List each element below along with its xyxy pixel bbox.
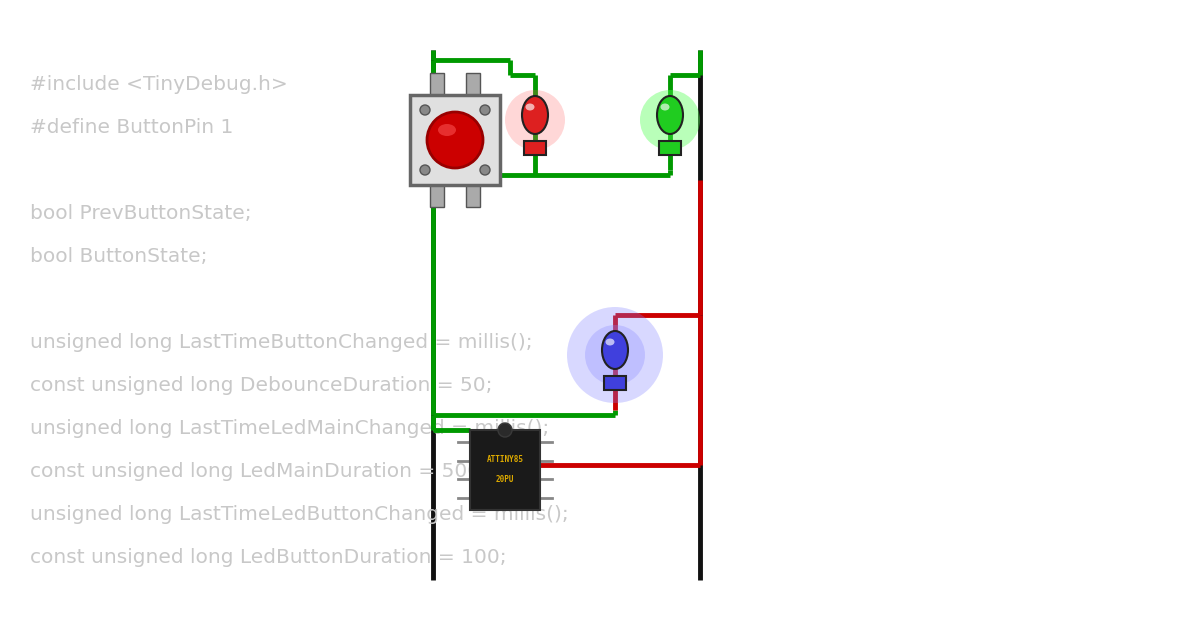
Text: unsigned long LastTimeButtonChanged = millis();: unsigned long LastTimeButtonChanged = mi… bbox=[30, 333, 533, 352]
Text: const unsigned long DebounceDuration = 50;: const unsigned long DebounceDuration = 5… bbox=[30, 376, 492, 395]
Circle shape bbox=[420, 105, 430, 115]
Ellipse shape bbox=[526, 103, 534, 110]
Text: bool ButtonState;: bool ButtonState; bbox=[30, 247, 208, 266]
Ellipse shape bbox=[522, 96, 548, 134]
Ellipse shape bbox=[438, 124, 456, 136]
FancyBboxPatch shape bbox=[410, 95, 500, 185]
Circle shape bbox=[505, 90, 565, 150]
FancyBboxPatch shape bbox=[430, 185, 444, 207]
Text: #include <TinyDebug.h>: #include <TinyDebug.h> bbox=[30, 75, 288, 94]
Text: ATTINY85: ATTINY85 bbox=[486, 455, 523, 464]
Circle shape bbox=[427, 112, 482, 168]
Text: const unsigned long LedMainDuration = 500;: const unsigned long LedMainDuration = 50… bbox=[30, 462, 487, 481]
Ellipse shape bbox=[602, 331, 628, 369]
Circle shape bbox=[480, 105, 490, 115]
Circle shape bbox=[586, 325, 646, 385]
FancyBboxPatch shape bbox=[470, 430, 540, 510]
Circle shape bbox=[480, 165, 490, 175]
FancyBboxPatch shape bbox=[659, 141, 682, 155]
Text: #define ButtonPin 1: #define ButtonPin 1 bbox=[30, 118, 233, 137]
Ellipse shape bbox=[606, 338, 614, 345]
Text: bool PrevButtonState;: bool PrevButtonState; bbox=[30, 204, 252, 223]
Circle shape bbox=[498, 423, 512, 437]
Text: 20PU: 20PU bbox=[496, 476, 515, 484]
Ellipse shape bbox=[658, 96, 683, 134]
FancyBboxPatch shape bbox=[466, 185, 480, 207]
FancyBboxPatch shape bbox=[524, 141, 546, 155]
Text: unsigned long LastTimeLedButtonChanged = millis();: unsigned long LastTimeLedButtonChanged =… bbox=[30, 505, 569, 524]
FancyBboxPatch shape bbox=[604, 376, 626, 390]
Circle shape bbox=[568, 307, 662, 403]
FancyBboxPatch shape bbox=[430, 73, 444, 95]
Ellipse shape bbox=[660, 103, 670, 110]
FancyBboxPatch shape bbox=[466, 73, 480, 95]
Text: unsigned long LastTimeLedMainChanged = millis();: unsigned long LastTimeLedMainChanged = m… bbox=[30, 419, 550, 438]
Circle shape bbox=[640, 90, 700, 150]
Circle shape bbox=[420, 165, 430, 175]
Text: const unsigned long LedButtonDuration = 100;: const unsigned long LedButtonDuration = … bbox=[30, 548, 506, 567]
